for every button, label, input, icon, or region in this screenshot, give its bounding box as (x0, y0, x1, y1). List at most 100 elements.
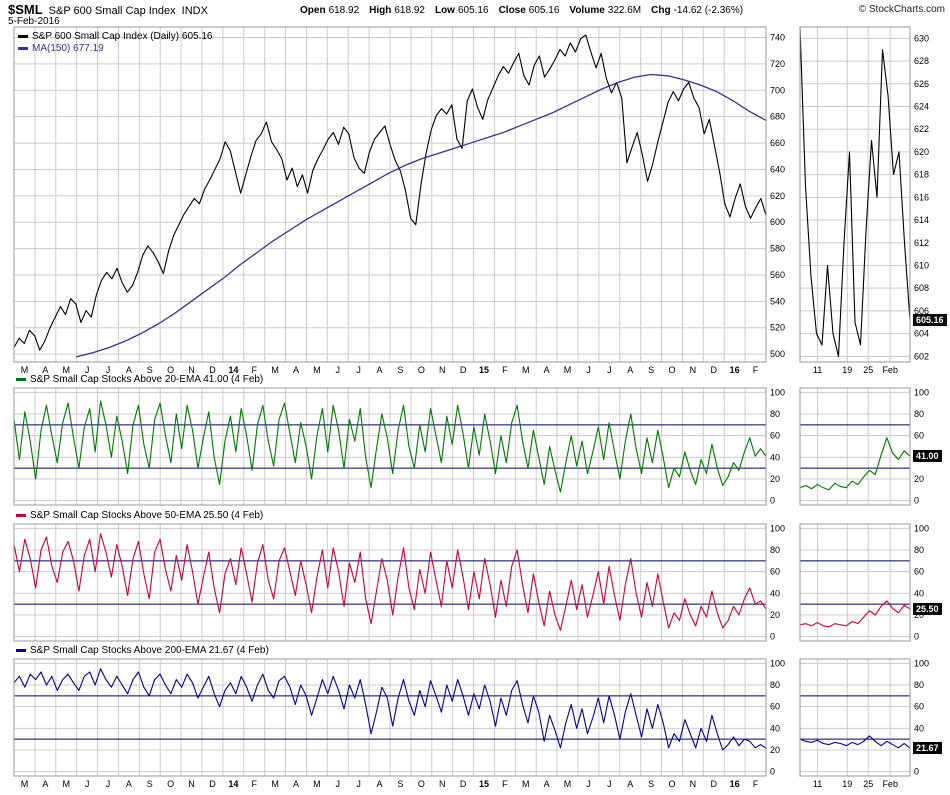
svg-text:60: 60 (770, 431, 780, 441)
svg-text:D: D (460, 365, 467, 375)
svg-text:80: 80 (770, 545, 780, 555)
quote-value: 605.16 (528, 5, 560, 16)
quote-value: -14.62 (-2.36%) (673, 5, 744, 16)
svg-text:O: O (167, 779, 174, 789)
above200-swatch (16, 649, 26, 652)
svg-text:660: 660 (770, 138, 785, 148)
above200-legend-label: S&P Small Cap Stocks Above 200-EMA 21.67… (30, 645, 269, 656)
svg-text:15: 15 (479, 779, 489, 789)
quote-value: 618.92 (328, 5, 360, 16)
quote-value: 322.6M (607, 5, 642, 16)
svg-text:40: 40 (770, 588, 780, 598)
quote-label: Low (434, 5, 455, 16)
svg-text:M: M (271, 779, 279, 789)
svg-text:D: D (711, 779, 718, 789)
svg-text:0: 0 (770, 632, 775, 642)
last-price-label: 605.16 (913, 314, 947, 327)
svg-text:60: 60 (770, 702, 780, 712)
svg-text:616: 616 (914, 192, 929, 202)
svg-text:M: M (522, 779, 530, 789)
svg-text:60: 60 (914, 702, 924, 712)
svg-text:80: 80 (770, 409, 780, 419)
svg-text:60: 60 (914, 567, 924, 577)
svg-text:Feb: Feb (882, 365, 898, 375)
svg-text:S: S (397, 779, 403, 789)
svg-text:700: 700 (770, 85, 785, 95)
quote-label: Close (498, 5, 526, 16)
svg-text:A: A (377, 779, 383, 789)
svg-text:16: 16 (730, 365, 740, 375)
svg-text:S: S (397, 365, 403, 375)
svg-text:614: 614 (914, 215, 929, 225)
svg-text:A: A (377, 365, 383, 375)
svg-text:M: M (271, 365, 279, 375)
svg-text:F: F (251, 365, 257, 375)
price-legend: S&P 600 Small Cap Index (Daily) 605.16 M… (18, 31, 212, 54)
svg-text:19: 19 (842, 365, 852, 375)
svg-text:J: J (586, 365, 591, 375)
svg-text:A: A (293, 779, 299, 789)
svg-text:560: 560 (770, 270, 785, 280)
svg-text:40: 40 (914, 723, 924, 733)
svg-text:604: 604 (914, 329, 929, 339)
ticker-symbol: $SML (8, 2, 43, 17)
svg-text:0: 0 (770, 496, 775, 506)
above50-value-label: 25.50 (913, 603, 942, 616)
quote-value: 618.92 (394, 5, 425, 16)
panel-main-1: 0 20 40 60 80 100 (13, 387, 785, 506)
svg-text:A: A (126, 365, 132, 375)
svg-text:A: A (126, 779, 132, 789)
svg-text:N: N (690, 779, 697, 789)
chart-date: 5-Feb-2016 (8, 16, 60, 27)
svg-text:A: A (627, 365, 633, 375)
quote-item: High 618.92 (369, 5, 425, 16)
svg-text:628: 628 (914, 56, 929, 66)
svg-text:620: 620 (770, 191, 785, 201)
svg-text:F: F (753, 365, 759, 375)
quote-label: High (369, 5, 392, 16)
svg-text:M: M (564, 779, 572, 789)
svg-text:S: S (648, 365, 654, 375)
svg-text:40: 40 (770, 452, 780, 462)
svg-text:S: S (147, 779, 153, 789)
svg-text:J: J (586, 779, 591, 789)
svg-text:100: 100 (914, 387, 929, 397)
price-legend-label: S&P 600 Small Cap Index (Daily) 605.16 (32, 31, 213, 42)
svg-text:A: A (627, 779, 633, 789)
svg-text:A: A (544, 365, 550, 375)
svg-text:A: A (42, 365, 48, 375)
svg-text:25: 25 (863, 779, 873, 789)
svg-text:40: 40 (914, 588, 924, 598)
svg-text:D: D (209, 779, 216, 789)
svg-text:F: F (502, 365, 508, 375)
svg-text:80: 80 (770, 680, 780, 690)
svg-text:640: 640 (770, 164, 785, 174)
svg-text:J: J (336, 365, 341, 375)
svg-text:M: M (21, 365, 29, 375)
svg-text:O: O (668, 365, 675, 375)
price-legend-row: S&P 600 Small Cap Index (Daily) 605.16 (18, 31, 212, 42)
svg-text:612: 612 (914, 238, 929, 248)
svg-text:J: J (607, 779, 612, 789)
stockcharts-credit: © StockCharts.com (858, 4, 945, 15)
svg-text:60: 60 (914, 431, 924, 441)
svg-text:S: S (147, 365, 153, 375)
svg-text:740: 740 (770, 33, 785, 43)
svg-text:M: M (522, 365, 530, 375)
svg-text:D: D (711, 365, 718, 375)
panel-mini-3: 020406080100111925Feb (799, 658, 929, 789)
svg-text:N: N (439, 779, 446, 789)
svg-text:600: 600 (770, 217, 785, 227)
above20-legend-label: S&P Small Cap Stocks Above 20-EMA 41.00 … (30, 374, 264, 385)
ma-legend-row: MA(150) 677.19 (18, 43, 212, 54)
svg-text:14: 14 (228, 365, 238, 375)
svg-text:620: 620 (914, 147, 929, 157)
svg-text:O: O (668, 779, 675, 789)
quote-item: Low 605.16 (435, 5, 489, 16)
svg-text:A: A (42, 779, 48, 789)
quote-value: 605.16 (457, 5, 489, 16)
svg-text:O: O (418, 365, 425, 375)
